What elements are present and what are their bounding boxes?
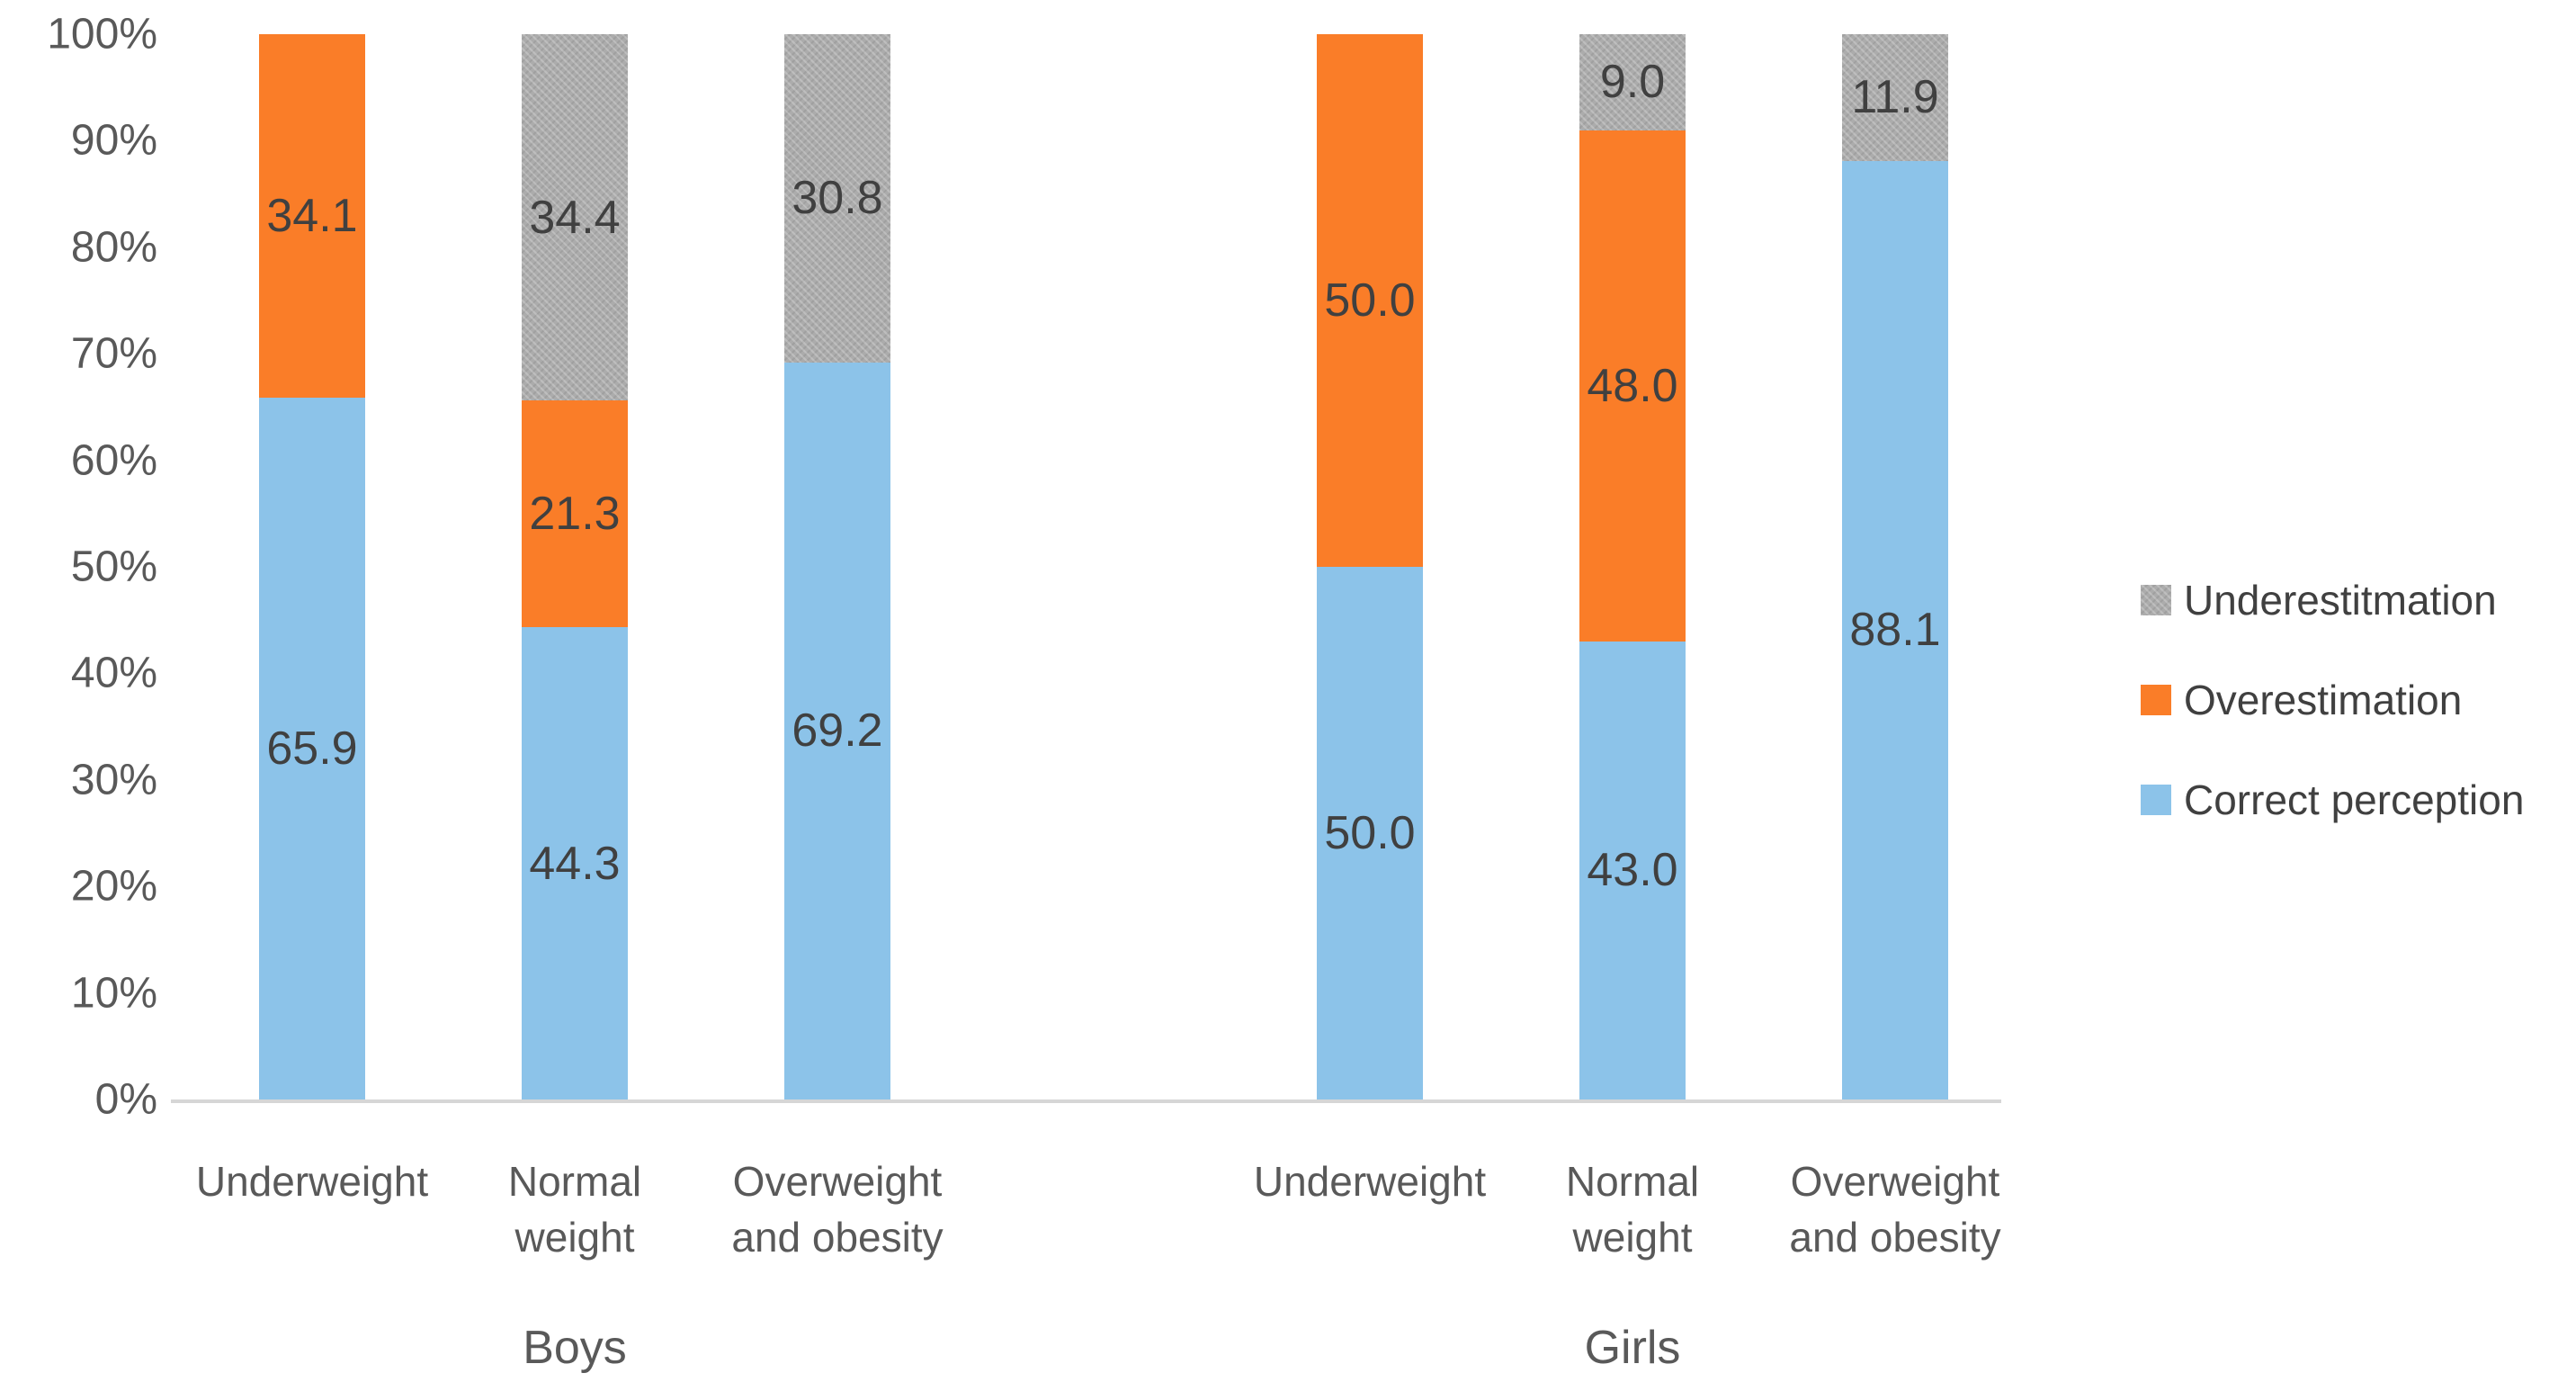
- y-axis-tick-label: 70%: [70, 329, 157, 378]
- bar-segment-correct-perception: 69.2: [784, 362, 890, 1099]
- bar-segment-underestimation: 9.0: [1579, 34, 1686, 130]
- bar-value-label: 9.0: [1599, 56, 1666, 109]
- y-axis-tick-label: 20%: [70, 862, 157, 911]
- category-label-line: Normal: [507, 1158, 642, 1205]
- category-label-line: and obesity: [731, 1214, 944, 1261]
- bar-value-label: 88.1: [1849, 604, 1941, 657]
- y-axis-tick-label: 80%: [70, 223, 157, 272]
- bar-value-label: 65.9: [266, 722, 358, 775]
- bar-segment-correct-perception: 43.0: [1579, 641, 1686, 1099]
- bar-segment-overestimation: 48.0: [1579, 130, 1686, 642]
- group-label-boys: Boys: [523, 1322, 627, 1374]
- category-label: Overweight and obesity: [684, 1153, 990, 1265]
- bar-value-label: 50.0: [1324, 807, 1416, 859]
- y-axis-tick-label: 10%: [70, 969, 157, 1018]
- bar-value-label: 50.0: [1324, 274, 1416, 327]
- bar-segment-correct-perception: 50.0: [1317, 567, 1423, 1099]
- bar-segment-overestimation: 21.3: [522, 400, 628, 628]
- bar-value-label: 48.0: [1587, 359, 1678, 412]
- bar-value-label: 21.3: [529, 488, 621, 541]
- bar-value-label: 30.8: [792, 172, 883, 225]
- legend-swatch: [2141, 785, 2171, 815]
- category-label-line: weight: [1572, 1214, 1693, 1261]
- bar-value-label: 11.9: [1851, 71, 1939, 124]
- legend-item-label: Overestimation: [2184, 677, 2463, 723]
- y-axis-tick-label: 40%: [70, 649, 157, 697]
- x-axis-line: [171, 1099, 2001, 1103]
- bar-value-label: 69.2: [792, 704, 883, 758]
- legend-item-label: Correct perception: [2184, 776, 2525, 823]
- category-label: Overweight and obesity: [1742, 1153, 2048, 1265]
- y-axis-tick-label: 50%: [70, 543, 157, 591]
- bar-segment-correct-perception: 44.3: [522, 627, 628, 1099]
- bar-value-label: 44.3: [529, 837, 621, 890]
- category-label: Underweight: [1217, 1153, 1523, 1209]
- bar-segment-correct-perception: 65.9: [259, 397, 365, 1099]
- bar-value-label: 34.4: [529, 191, 621, 244]
- category-label: Underweight: [159, 1153, 465, 1209]
- y-axis-tick-label: 0%: [94, 1075, 157, 1124]
- category-label: Normal weight: [422, 1153, 728, 1265]
- category-label-line: Underweight: [1253, 1158, 1487, 1205]
- y-axis-tick-label: 90%: [70, 116, 157, 165]
- category-label-line: Underweight: [195, 1158, 429, 1205]
- bar-segment-correct-perception: 88.1: [1842, 160, 1948, 1099]
- bar-segment-underestimation: 30.8: [784, 34, 890, 363]
- legend-swatch: [2141, 685, 2171, 715]
- y-axis-tick-label: 100%: [47, 10, 157, 58]
- bar-segment-underestimation: 34.4: [522, 34, 628, 401]
- legend-item-label: Underestitmation: [2184, 577, 2497, 624]
- group-label-girls: Girls: [1584, 1322, 1681, 1374]
- category-label-line: Normal: [1565, 1158, 1700, 1205]
- bar-segment-underestimation: 11.9: [1842, 34, 1948, 161]
- y-axis-tick-label: 30%: [70, 756, 157, 804]
- legend-swatch: [2141, 585, 2171, 615]
- bar-value-label: 43.0: [1587, 844, 1678, 897]
- bar-value-label: 34.1: [266, 189, 358, 242]
- y-axis-tick-label: 60%: [70, 436, 157, 485]
- legend-item-under: Underestitmation: [2141, 573, 2497, 627]
- category-label-line: Overweight: [1790, 1158, 2000, 1205]
- category-label-line: and obesity: [1789, 1214, 2001, 1261]
- legend-item-over: Overestimation: [2141, 673, 2462, 727]
- category-label-line: Overweight: [732, 1158, 943, 1205]
- legend-item-correct: Correct perception: [2141, 773, 2524, 827]
- bar-segment-overestimation: 34.1: [259, 34, 365, 398]
- category-label-line: weight: [514, 1214, 635, 1261]
- bar-segment-overestimation: 50.0: [1317, 34, 1423, 567]
- category-label: Normal weight: [1480, 1153, 1785, 1265]
